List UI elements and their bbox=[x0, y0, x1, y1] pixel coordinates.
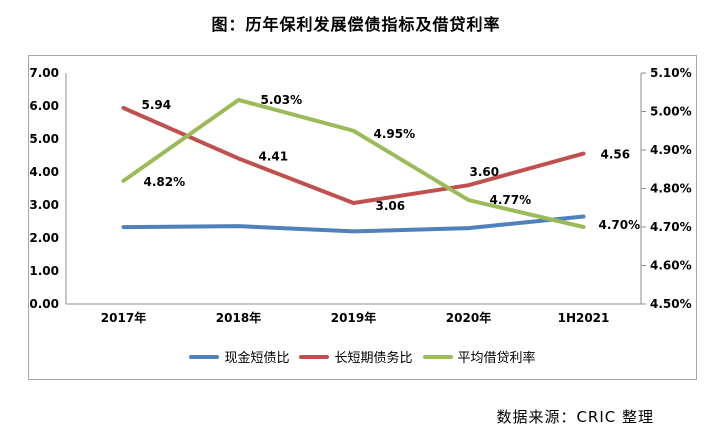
left-axis-tick-label: 5.00 bbox=[29, 132, 59, 146]
legend-swatch bbox=[422, 354, 453, 359]
data-label: 4.41 bbox=[259, 149, 289, 163]
data-label: 4.95% bbox=[374, 127, 416, 141]
chart-plot: 0.00 1.00 2.00 3.00 4.00 5.00 6.00 7.00 4.50% 4.6… bbox=[29, 66, 692, 325]
series-line-现金短债比 bbox=[121, 214, 586, 234]
chart-frame: 0.00 1.00 2.00 3.00 4.00 5.00 6.00 7.00 4.50% 4.6… bbox=[28, 55, 697, 380]
data-label: 4.70% bbox=[599, 218, 641, 232]
right-axis-tick-label: 5.10% bbox=[650, 66, 692, 80]
right-axis-tick-label: 4.80% bbox=[650, 182, 692, 196]
data-source: 数据来源：CRIC 整理 bbox=[496, 408, 654, 426]
series-line-长短期债务比 bbox=[121, 105, 586, 206]
legend: 现金短债比 长短期债务比 平均借贷利率 bbox=[29, 347, 696, 366]
data-label: 3.06 bbox=[376, 199, 406, 213]
right-axis-tick-label: 4.60% bbox=[650, 259, 692, 273]
left-axis-tick-label: 6.00 bbox=[29, 99, 59, 113]
left-axis-tick-label: 2.00 bbox=[29, 231, 59, 245]
left-axis-tick-label: 7.00 bbox=[29, 66, 59, 80]
right-axis-tick-label: 5.00% bbox=[650, 105, 692, 119]
x-axis-category-label: 1H2021 bbox=[558, 311, 610, 325]
data-label: 4.77% bbox=[490, 193, 532, 207]
x-axis-category-label: 2018年 bbox=[216, 310, 261, 325]
data-label: 5.03% bbox=[261, 93, 303, 107]
left-axis-tick-label: 0.00 bbox=[29, 297, 59, 311]
legend-swatch bbox=[299, 354, 330, 359]
legend-item: 现金短债比 bbox=[189, 347, 289, 366]
series-line-平均借贷利率 bbox=[121, 97, 586, 229]
chart-title: 图：历年保利发展偿债指标及借贷利率 bbox=[211, 15, 501, 34]
data-label: 5.94 bbox=[142, 98, 172, 112]
right-axis-tick-label: 4.70% bbox=[650, 220, 692, 234]
legend-label: 现金短债比 bbox=[224, 351, 290, 366]
x-axis-category-label: 2017年 bbox=[101, 310, 146, 325]
x-axis-category-label: 2019年 bbox=[331, 310, 376, 325]
x-axis-category-label: 2020年 bbox=[446, 310, 491, 325]
left-axis-tick-label: 3.00 bbox=[29, 198, 59, 212]
legend-label: 平均借贷利率 bbox=[457, 351, 536, 366]
right-axis-tick-label: 4.50% bbox=[650, 297, 692, 311]
right-axis-tick-label: 4.90% bbox=[650, 143, 692, 157]
legend-item: 长短期债务比 bbox=[299, 347, 413, 366]
legend-label: 长短期债务比 bbox=[334, 351, 413, 366]
data-label: 3.60 bbox=[470, 165, 500, 179]
legend-swatch bbox=[189, 354, 220, 359]
left-axis-tick-label: 1.00 bbox=[29, 264, 59, 278]
data-label: 4.82% bbox=[144, 175, 186, 189]
legend-item: 平均借贷利率 bbox=[422, 347, 536, 366]
left-axis-tick-label: 4.00 bbox=[29, 165, 59, 179]
data-label: 4.56 bbox=[601, 148, 631, 162]
